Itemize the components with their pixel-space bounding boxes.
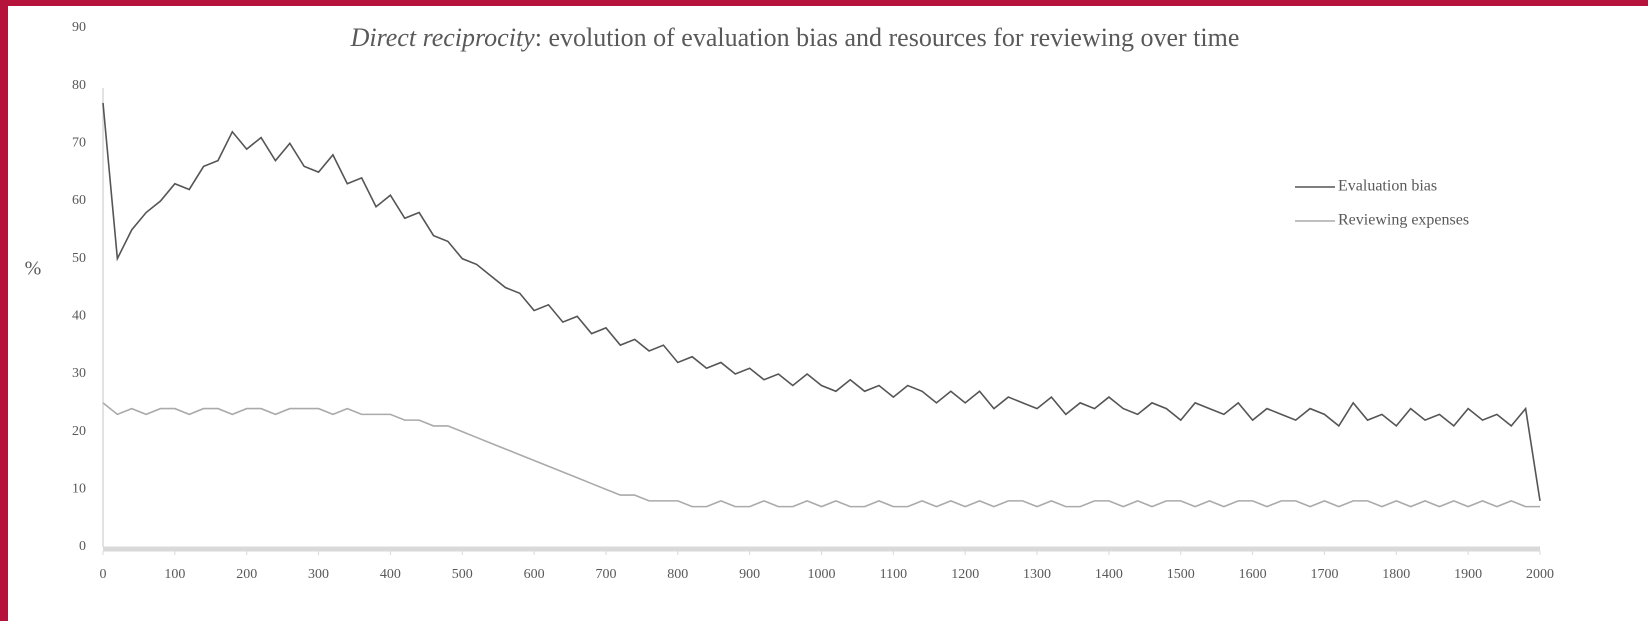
title-emphasis: Direct reciprocity xyxy=(350,23,536,52)
x-tick-label: 1200 xyxy=(951,567,979,582)
x-tick-label: 800 xyxy=(667,567,688,582)
y-tick-label: 90 xyxy=(72,20,86,35)
y-tick-label: 30 xyxy=(72,366,86,381)
y-tick-label: 50 xyxy=(72,251,86,266)
y-tick-label: 80 xyxy=(72,78,86,93)
x-tick-label: 200 xyxy=(236,567,257,582)
series-line xyxy=(102,402,1540,508)
x-tick-label: 300 xyxy=(308,567,329,582)
x-tick-label: 600 xyxy=(524,567,545,582)
x-tick-label: 1000 xyxy=(808,567,836,582)
x-tick-label: 2000 xyxy=(1526,567,1554,582)
x-tick-label: 1900 xyxy=(1454,567,1482,582)
series-line xyxy=(102,102,1541,501)
x-tick-label: 1600 xyxy=(1239,567,1267,582)
x-tick-label: 100 xyxy=(164,567,185,582)
x-tick-label: 400 xyxy=(380,567,401,582)
x-tick-label: 700 xyxy=(595,567,616,582)
chart-title: Direct reciprocity: evolution of evaluat… xyxy=(350,23,1240,52)
x-tick-label: 0 xyxy=(100,567,107,582)
y-tick-label: 70 xyxy=(72,136,86,151)
legend-label: Evaluation bias xyxy=(1338,178,1437,195)
y-tick-label: 60 xyxy=(72,193,86,208)
y-tick-label: 40 xyxy=(72,309,86,324)
x-tick-label: 1700 xyxy=(1310,567,1338,582)
x-tick-label: 1500 xyxy=(1167,567,1195,582)
title-rest: : evolution of evaluation bias and resou… xyxy=(535,23,1240,52)
x-tick-label: 1100 xyxy=(880,567,907,582)
y-tick-label: 20 xyxy=(72,424,86,439)
y-tick-label: 0 xyxy=(79,539,86,554)
legend-label: Reviewing expenses xyxy=(1338,212,1469,229)
x-tick-label: 900 xyxy=(739,567,760,582)
y-tick-label: 10 xyxy=(72,482,86,497)
x-tick-label: 1300 xyxy=(1023,567,1051,582)
x-tick-label: 500 xyxy=(452,567,473,582)
y-axis-label: % xyxy=(25,258,42,280)
panel xyxy=(8,6,1648,621)
x-tick-label: 1400 xyxy=(1095,567,1123,582)
x-tick-label: 1800 xyxy=(1382,567,1410,582)
